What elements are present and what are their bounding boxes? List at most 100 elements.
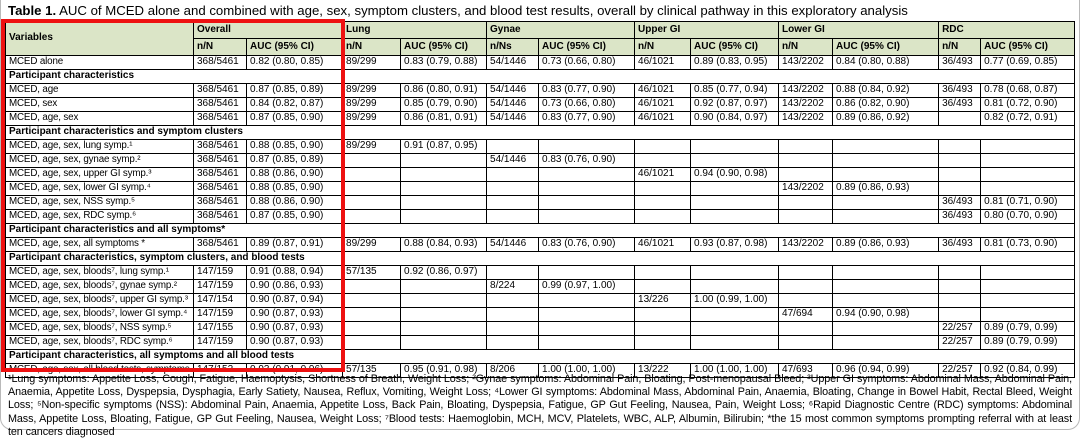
n-value-cell: 36/493 — [938, 55, 982, 70]
n-value-cell: 368/5461 — [193, 139, 247, 154]
n-value-cell — [342, 153, 402, 168]
auc-value-cell: 0.84 (0.82, 0.87) — [245, 97, 344, 112]
auc-value-cell: 0.86 (0.80, 0.91) — [400, 83, 488, 98]
auc-value-cell: 0.89 (0.86, 0.93) — [832, 237, 940, 252]
auc-value-cell: 0.83 (0.77, 0.90) — [538, 111, 636, 126]
n-value-cell — [634, 279, 692, 294]
n-value-cell: 89/299 — [342, 97, 402, 112]
n-value-cell — [778, 279, 834, 294]
auc-value-cell: 0.90 (0.86, 0.93) — [245, 279, 344, 294]
column-group-upper-gi: Upper GI — [634, 21, 780, 39]
table-row: MCED, age, sex, NSS symp.⁵ 368/5461 0.88 (… — [5, 195, 1076, 210]
n-value-cell — [778, 153, 834, 168]
column-group-lower-gi: Lower GI — [778, 21, 940, 39]
column-header-auc: AUC (95% CI) — [832, 38, 940, 56]
auc-value-cell — [832, 209, 940, 224]
n-value-cell — [486, 321, 540, 336]
section-row: Participant characteristics — [4, 69, 1076, 84]
auc-value-cell — [690, 265, 780, 280]
n-value-cell — [342, 195, 402, 210]
n-value-cell — [634, 321, 692, 336]
column-header-auc: AUC (95% CI) — [538, 38, 636, 56]
column-header-n: n/Ns — [486, 38, 540, 56]
auc-value-cell — [538, 265, 636, 280]
n-value-cell: 89/299 — [342, 55, 402, 70]
auc-value-cell: 0.96 (0.94, 0.99) — [832, 363, 940, 378]
row-label: MCED, age — [5, 83, 194, 98]
n-value-cell — [486, 167, 540, 182]
auc-value-cell — [400, 335, 488, 350]
auc-value-cell — [980, 293, 1076, 308]
auc-value-cell: 0.88 (0.85, 0.90) — [245, 139, 344, 154]
auc-value-cell: 0.85 (0.77, 0.94) — [690, 83, 780, 98]
n-value-cell: 147/159 — [193, 279, 247, 294]
auc-value-cell: 0.90 (0.87, 0.93) — [245, 321, 344, 336]
n-value-cell — [634, 195, 692, 210]
auc-value-cell — [690, 307, 780, 322]
n-value-cell: 368/5461 — [193, 97, 247, 112]
auc-value-cell — [400, 279, 488, 294]
auc-value-cell — [980, 265, 1076, 280]
column-header-n: n/N — [778, 38, 834, 56]
n-value-cell — [342, 335, 402, 350]
auc-value-cell: 0.89 (0.87, 0.91) — [245, 237, 344, 252]
n-value-cell: 36/493 — [938, 209, 982, 224]
auc-value-cell — [832, 279, 940, 294]
column-header-variables: Variables — [5, 21, 194, 56]
n-value-cell — [634, 139, 692, 154]
row-label: MCED, sex — [5, 97, 194, 112]
row-label: MCED alone — [5, 55, 194, 70]
n-value-cell: 54/1446 — [486, 97, 540, 112]
n-value-cell: 36/493 — [938, 237, 982, 252]
n-value-cell — [342, 279, 402, 294]
auc-value-cell — [690, 279, 780, 294]
n-value-cell: 54/1446 — [486, 55, 540, 70]
auc-value-cell — [400, 181, 488, 196]
n-value-cell — [938, 279, 982, 294]
table-row: MCED, age, sex, lung symp.¹ 368/5461 0.88 … — [5, 139, 1076, 154]
auc-value-cell — [690, 321, 780, 336]
auc-value-cell: 0.92 (0.86, 0.97) — [400, 265, 488, 280]
auc-value-cell: 0.81 (0.73, 0.90) — [980, 237, 1076, 252]
n-value-cell — [938, 293, 982, 308]
n-value-cell: 54/1446 — [486, 111, 540, 126]
auc-value-cell: 0.86 (0.81, 0.91) — [400, 111, 488, 126]
n-value-cell: 36/493 — [938, 83, 982, 98]
auc-value-cell: 0.87 (0.85, 0.89) — [245, 83, 344, 98]
auc-value-cell — [832, 293, 940, 308]
n-value-cell: 8/224 — [486, 279, 540, 294]
n-value-cell: 368/5461 — [193, 167, 247, 182]
auc-value-cell: 0.89 (0.86, 0.92) — [832, 111, 940, 126]
n-value-cell: 368/5461 — [193, 83, 247, 98]
auc-value-cell — [400, 167, 488, 182]
auc-value-cell: 0.86 (0.82, 0.90) — [832, 97, 940, 112]
auc-value-cell: 0.83 (0.76, 0.90) — [538, 153, 636, 168]
n-value-cell — [342, 307, 402, 322]
auc-value-cell: 0.80 (0.70, 0.90) — [980, 209, 1076, 224]
table-row: MCED, age, sex, all symptoms * 368/5461 0.… — [5, 237, 1076, 252]
auc-value-cell: 0.87 (0.85, 0.89) — [245, 153, 344, 168]
auc-value-cell — [538, 209, 636, 224]
auc-value-cell: 0.73 (0.66, 0.80) — [538, 55, 636, 70]
section-label: Participant characteristics, all symptom… — [4, 349, 1076, 364]
auc-value-cell — [832, 153, 940, 168]
column-header-n: n/N — [342, 38, 402, 56]
n-value-cell: 143/2202 — [778, 97, 834, 112]
n-value-cell: 47/694 — [778, 307, 834, 322]
auc-value-cell — [400, 153, 488, 168]
auc-value-cell: 0.82 (0.80, 0.85) — [245, 55, 344, 70]
table-row: MCED, age, sex, RDC symp.⁶ 368/5461 0.87 (… — [5, 209, 1076, 224]
n-value-cell — [634, 181, 692, 196]
n-value-cell — [938, 139, 982, 154]
column-header-n: n/N — [193, 38, 247, 56]
n-value-cell — [778, 209, 834, 224]
auc-table: Variables Overall Lung Gynae Upper GI Lower G… — [4, 21, 1076, 378]
column-header-n: n/N — [938, 38, 982, 56]
section-label: Participant characteristics and all symp… — [4, 223, 1076, 238]
n-value-cell — [634, 335, 692, 350]
n-value-cell: 143/2202 — [778, 83, 834, 98]
auc-value-cell: 0.83 (0.77, 0.90) — [538, 83, 636, 98]
auc-value-cell — [400, 293, 488, 308]
n-value-cell — [634, 209, 692, 224]
n-value-cell — [634, 307, 692, 322]
